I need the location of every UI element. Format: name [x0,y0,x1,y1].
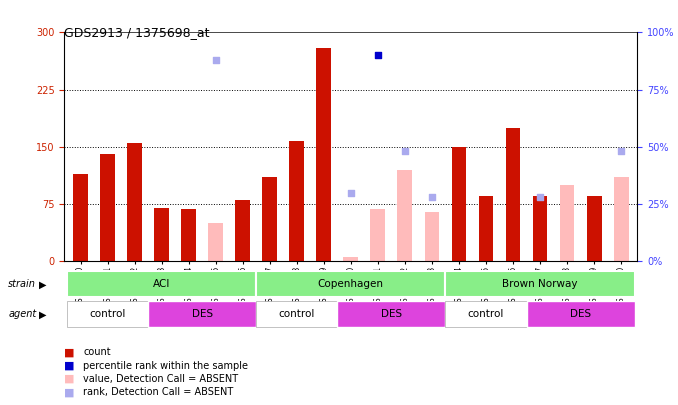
Bar [338,301,445,327]
Bar [100,154,115,261]
Text: Brown Norway: Brown Norway [502,279,578,289]
Bar [586,196,601,261]
Bar [148,301,256,327]
Text: ■: ■ [64,347,75,357]
Text: control: control [89,309,126,319]
Text: ■: ■ [64,388,75,397]
Bar [445,301,527,327]
Bar [208,223,223,261]
Bar [614,177,629,261]
Point [372,52,383,59]
Bar [127,143,142,261]
Text: agent: agent [8,309,37,319]
Point [426,194,437,200]
Point [345,190,357,196]
Point [210,57,221,63]
Bar [235,200,250,261]
Bar [370,209,385,261]
Bar [290,141,304,261]
Point [535,194,546,200]
Bar [67,301,148,327]
Text: ■: ■ [64,374,75,384]
Text: ▶: ▶ [39,309,47,319]
Text: percentile rank within the sample: percentile rank within the sample [83,361,248,371]
Text: ▶: ▶ [39,279,47,289]
Bar [452,147,466,261]
Text: Copenhagen: Copenhagen [318,279,384,289]
Bar [424,212,439,261]
Bar [344,258,358,261]
Text: control: control [468,309,504,319]
Bar [67,271,256,297]
Bar [397,170,412,261]
Text: DES: DES [381,309,402,319]
Bar [559,185,574,261]
Text: GDS2913 / 1375698_at: GDS2913 / 1375698_at [64,26,210,39]
Text: DES: DES [192,309,213,319]
Bar [533,196,547,261]
Text: ACI: ACI [153,279,170,289]
Text: DES: DES [570,309,591,319]
Bar [155,208,169,261]
Text: ■: ■ [64,361,75,371]
Bar [256,271,445,297]
Bar [527,301,635,327]
Text: value, Detection Call = ABSENT: value, Detection Call = ABSENT [83,374,239,384]
Bar [73,173,88,261]
Point [616,148,626,155]
Bar [181,209,196,261]
Point [399,148,410,155]
Text: control: control [279,309,315,319]
Bar [256,301,338,327]
Bar [445,271,635,297]
Bar [479,196,494,261]
Text: rank, Detection Call = ABSENT: rank, Detection Call = ABSENT [83,388,234,397]
Bar [262,177,277,261]
Text: count: count [83,347,111,357]
Bar [317,48,332,261]
Text: strain: strain [8,279,36,289]
Bar [506,128,521,261]
